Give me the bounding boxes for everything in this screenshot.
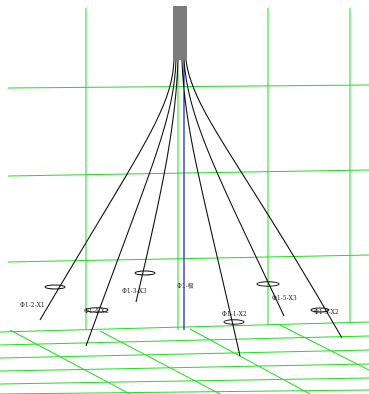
floor-line — [0, 377, 369, 385]
floor-receding-line — [99, 330, 221, 394]
well-labels: Φ1-2-X1 Φ1-4-X2 Φ1-3-X3 Φ1-极 Φ1-1-X2 Φ1-… — [20, 282, 339, 318]
trajectory-w6[interactable] — [183, 59, 285, 317]
well-label-w1: Φ1-2-X1 — [20, 302, 45, 309]
grid-horizontal-line — [7, 254, 369, 263]
target-ellipse-w2[interactable] — [85, 307, 109, 313]
target-ellipse-w3[interactable] — [134, 270, 156, 276]
floor-line — [0, 363, 369, 372]
floor-line — [0, 389, 369, 394]
well-label-w3: Φ1-3-X3 — [122, 288, 147, 295]
trajectory-w5[interactable] — [181, 59, 241, 357]
floor-line — [0, 335, 369, 346]
floor-grid — [0, 321, 369, 394]
trajectory-w3[interactable] — [135, 59, 179, 303]
well-label-w5: Φ1-1-X2 — [222, 311, 247, 318]
trajectory-w2[interactable] — [85, 59, 177, 347]
floor-receding-line — [189, 328, 311, 394]
target-ellipse-w5[interactable] — [223, 319, 245, 325]
trajectory-w7[interactable] — [185, 59, 343, 339]
well-label-w6: Φ1-5-X3 — [272, 295, 297, 302]
trajectory-w1[interactable] — [39, 59, 175, 321]
wellhead-bundle — [173, 6, 187, 60]
floor-receding-line — [9, 329, 131, 394]
grid-horizontal-line — [7, 84, 369, 89]
well-trajectories — [39, 59, 343, 357]
target-ellipse-w6[interactable] — [256, 281, 280, 287]
well-label-w7: Φ1-3-X2 — [314, 309, 339, 316]
grid-horizontal-line — [7, 169, 369, 177]
target-ellipse-w1[interactable] — [44, 284, 66, 290]
target-ellipse-w7[interactable] — [310, 307, 330, 313]
floor-line — [0, 349, 369, 359]
target-markers — [44, 270, 330, 325]
well-label-w4: Φ1-极 — [177, 282, 194, 290]
well-label-w2: Φ1-4-X2 — [84, 308, 109, 315]
floor-receding-line — [279, 324, 369, 371]
